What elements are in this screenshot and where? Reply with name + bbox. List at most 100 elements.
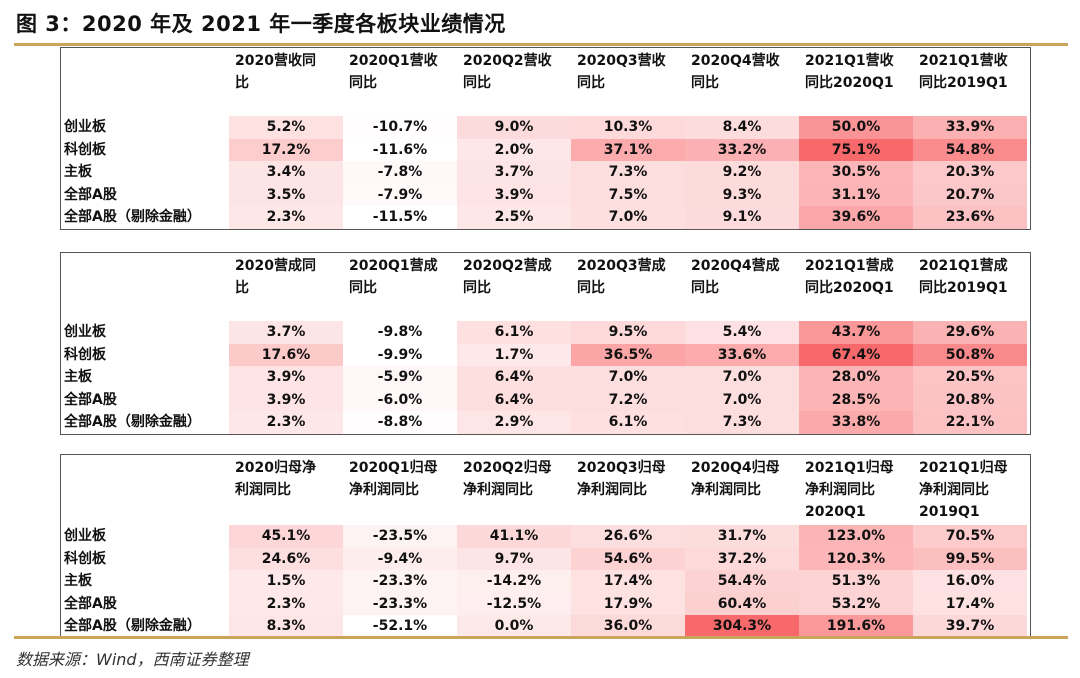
heatmap-cell: 31.1% xyxy=(799,183,913,207)
column-header-line: 2020Q4归母 xyxy=(691,460,780,476)
row-label: 全部A股 xyxy=(64,186,117,203)
heatmap-cell: 20.5% xyxy=(913,366,1027,389)
column-header-line: 同比 xyxy=(691,280,719,296)
heatmap-cell: 33.9% xyxy=(913,116,1027,139)
column-header: 2020营成同比 xyxy=(235,255,316,299)
column-header-line: 2020Q4营收 xyxy=(691,53,780,69)
heatmap-cell: -9.4% xyxy=(343,547,457,571)
heatmap-cell: 23.6% xyxy=(913,206,1027,229)
heatmap-cell: 123.0% xyxy=(799,525,913,548)
column-header-line: 同比 xyxy=(349,280,377,296)
heatmap-table-3: 2020归母净 利润同比 2020Q1归母 净利润同比 2020Q2归母 净利润同比 202… xyxy=(60,454,1031,638)
column-header-line: 比 xyxy=(235,280,249,296)
column-header: 2020Q4营成 同比 xyxy=(691,255,780,299)
column-header-line: 同比 xyxy=(577,280,605,296)
column-header-line: 2020Q2营收 xyxy=(463,53,552,69)
heatmap-cell: 30.5% xyxy=(799,161,913,184)
heatmap-cell: -14.2% xyxy=(457,570,571,593)
heatmap-cell: 45.1% xyxy=(229,525,343,548)
row-label: 全部A股（剔除金融） xyxy=(64,618,201,635)
heatmap-cell: 33.2% xyxy=(685,138,799,162)
column-header: 2020营收同比 xyxy=(235,50,316,94)
row-label: 科创板 xyxy=(64,346,106,363)
heatmap-cell: 7.5% xyxy=(571,183,685,207)
heatmap-cell: 9.1% xyxy=(685,206,799,229)
heatmap-cell: 6.1% xyxy=(571,411,685,434)
heatmap-cell: 28.5% xyxy=(799,388,913,412)
column-header-line: 2020归母净 xyxy=(235,460,316,476)
heatmap-cell: 17.9% xyxy=(571,592,685,616)
column-header-line: 同比2020Q1 xyxy=(805,280,894,296)
heatmap-cell: 7.3% xyxy=(571,161,685,184)
heatmap-cell: 17.4% xyxy=(913,592,1027,616)
heatmap-cell: -10.7% xyxy=(343,116,457,139)
column-header-line: 净利润同比 xyxy=(691,482,761,498)
heatmap-cell: 75.1% xyxy=(799,138,913,162)
heatmap-cell: -8.8% xyxy=(343,411,457,434)
heatmap-cell: 39.6% xyxy=(799,206,913,229)
column-header-line: 净利润同比 xyxy=(577,482,647,498)
heatmap-cell: 7.3% xyxy=(685,411,799,434)
row-label: 创业板 xyxy=(64,119,106,135)
heatmap-cell: -23.5% xyxy=(343,525,457,548)
column-header-line: 同比 xyxy=(463,75,491,91)
heatmap-cell: 17.4% xyxy=(571,570,685,593)
column-header: 2020Q3营成 同比 xyxy=(577,255,666,299)
column-header-line: 2020Q3归母 xyxy=(577,460,666,476)
heatmap-cell: 37.1% xyxy=(571,138,685,162)
heatmap-cell: -7.9% xyxy=(343,183,457,207)
column-header: 2020Q2归母 净利润同比 xyxy=(463,457,552,501)
column-header: 2021Q1归母 净利润同比 2019Q1 xyxy=(919,457,1008,523)
column-header-line: 2020营成同 xyxy=(235,258,316,274)
heatmap-cell: 41.1% xyxy=(457,525,571,548)
column-header-line: 2020Q1营成 xyxy=(349,258,438,274)
heatmap-cell: 9.3% xyxy=(685,183,799,207)
heatmap-cell: 24.6% xyxy=(229,547,343,571)
column-header: 2021Q1营收 同比2019Q1 xyxy=(919,50,1008,94)
column-header: 2021Q1营收 同比2020Q1 xyxy=(805,50,894,94)
column-header: 2020归母净 利润同比 xyxy=(235,457,316,501)
heatmap-cell: 7.0% xyxy=(685,388,799,412)
column-header: 2020Q2营收 同比 xyxy=(463,50,552,94)
heatmap-cell: 9.2% xyxy=(685,161,799,184)
row-label: 主板 xyxy=(64,369,92,386)
row-label: 全部A股 xyxy=(64,595,117,612)
heatmap-cell: -11.6% xyxy=(343,138,457,162)
column-header: 2020Q1归母 净利润同比 xyxy=(349,457,438,501)
heatmap-cell: 17.2% xyxy=(229,138,343,162)
heatmap-cell: 67.4% xyxy=(799,343,913,367)
column-header-line: 同比2019Q1 xyxy=(919,75,1008,91)
heatmap-cell: 2.5% xyxy=(457,206,571,229)
column-header: 2020Q1营成 同比 xyxy=(349,255,438,299)
heatmap-cell: 22.1% xyxy=(913,411,1027,434)
heatmap-cell: 70.5% xyxy=(913,525,1027,548)
column-header-line: 2020Q1 xyxy=(805,504,866,520)
heatmap-cell: 36.5% xyxy=(571,343,685,367)
heatmap-cell: 8.4% xyxy=(685,116,799,139)
column-header-line: 2020Q2营成 xyxy=(463,258,552,274)
heatmap-cell: 6.1% xyxy=(457,321,571,344)
column-header-line: 2020Q3营收 xyxy=(577,53,666,69)
column-header-line: 比 xyxy=(235,75,249,91)
heatmap-cell: 33.6% xyxy=(685,343,799,367)
heatmap-cell: 3.7% xyxy=(457,161,571,184)
heatmap-cell: 3.9% xyxy=(229,388,343,412)
column-header: 2020Q2营成 同比 xyxy=(463,255,552,299)
heatmap-cell: 16.0% xyxy=(913,570,1027,593)
heatmap-cell: 28.0% xyxy=(799,366,913,389)
heatmap-cell: 2.0% xyxy=(457,138,571,162)
heatmap-cell: 39.7% xyxy=(913,615,1027,638)
heatmap-cell: -23.3% xyxy=(343,592,457,616)
top-rule xyxy=(14,43,1068,46)
heatmap-cell: 8.3% xyxy=(229,615,343,638)
column-header: 2020Q3归母 净利润同比 xyxy=(577,457,666,501)
row-label: 主板 xyxy=(64,164,92,181)
heatmap-cell: 7.2% xyxy=(571,388,685,412)
column-header-line: 2020营收同 xyxy=(235,53,316,69)
heatmap-cell: 2.3% xyxy=(229,411,343,434)
heatmap-cell: 50.8% xyxy=(913,343,1027,367)
column-header-line: 2020Q2归母 xyxy=(463,460,552,476)
heatmap-cell: 3.7% xyxy=(229,321,343,344)
column-header-line: 2019Q1 xyxy=(919,504,980,520)
heatmap-cell: -9.9% xyxy=(343,343,457,367)
